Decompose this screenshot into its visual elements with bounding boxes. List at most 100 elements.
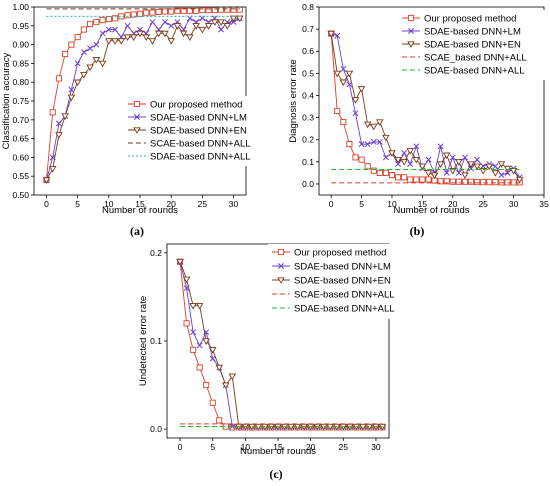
- legend-entry: SCAE_based DNN+ALL: [424, 53, 527, 64]
- data-point: [407, 161, 414, 167]
- data-point: [474, 156, 481, 163]
- y-tick-label: 1.00: [12, 2, 29, 12]
- data-point: [123, 34, 132, 41]
- data-point: [492, 163, 499, 170]
- x-tick-label: 15: [135, 199, 145, 209]
- legend: Our proposed method SDAE-based DNN+LM SDAE…: [124, 96, 252, 166]
- data-point: [74, 34, 81, 41]
- legend-entry: SDAE-based DNN+LM: [424, 27, 521, 38]
- data-point: [161, 8, 168, 15]
- data-point: [358, 141, 365, 148]
- data-point: [49, 109, 56, 116]
- data-point: [334, 107, 341, 115]
- data-point: [351, 97, 360, 104]
- data-point: [480, 163, 487, 170]
- data-point: [230, 7, 237, 13]
- data-point: [455, 159, 463, 166]
- data-point: [443, 169, 450, 176]
- legend: Our proposed method SDAE-based DNN+LM SDAE…: [398, 10, 548, 80]
- data-point: [236, 7, 243, 13]
- y-tick-label: 0.80: [12, 77, 29, 87]
- x-tick-label: 15: [418, 199, 428, 209]
- data-point: [80, 49, 87, 56]
- data-point: [99, 30, 106, 37]
- data-point: [515, 176, 524, 184]
- y-tick-label: 0.75: [12, 96, 29, 106]
- data-point: [474, 179, 481, 186]
- x-tick-label: 15: [273, 442, 283, 452]
- data-point: [425, 176, 432, 183]
- data-point: [196, 342, 203, 349]
- legend-marker: [277, 248, 285, 256]
- data-point: [340, 65, 347, 72]
- x-tick-label: 30: [509, 199, 519, 209]
- data-point: [93, 18, 100, 26]
- legend-marker: [408, 28, 414, 34]
- data-point: [401, 174, 408, 181]
- data-point: [430, 172, 439, 179]
- y-tick-label: 0.90: [12, 40, 29, 50]
- data-point: [358, 156, 365, 163]
- data-point: [224, 7, 231, 13]
- data-point: [124, 22, 131, 29]
- data-point: [455, 178, 462, 185]
- data-point: [80, 72, 88, 79]
- data-point: [382, 169, 389, 176]
- data-point: [48, 166, 57, 173]
- data-point: [363, 121, 372, 129]
- data-point: [449, 178, 456, 185]
- data-point: [136, 10, 144, 17]
- data-point: [218, 26, 225, 33]
- data-point: [208, 347, 217, 354]
- data-point: [345, 70, 354, 78]
- legend-entry: SCAE-based DNN+ALL: [294, 290, 395, 301]
- x-axis-label: Number of rounds: [393, 205, 469, 216]
- data-point: [87, 20, 94, 27]
- x-tick-label: 20: [166, 199, 176, 209]
- data-point: [425, 156, 432, 163]
- data-point: [333, 70, 342, 78]
- data-point: [203, 382, 210, 389]
- data-point: [382, 154, 389, 161]
- data-point: [370, 167, 377, 174]
- legend-entry: SDAE-based DNN+EN: [294, 276, 391, 287]
- data-point: [473, 163, 481, 171]
- data-point: [215, 364, 224, 372]
- y-tick-label: 0.0: [150, 424, 162, 434]
- data-point: [93, 41, 100, 48]
- y-tick-label: 0.5: [302, 68, 314, 78]
- legend-entry: Our proposed method: [150, 100, 242, 111]
- y-tick-label: 0.50: [12, 190, 29, 200]
- data-point: [62, 50, 69, 58]
- data-point: [143, 9, 150, 16]
- data-point: [491, 170, 500, 177]
- data-point: [376, 138, 383, 145]
- data-point: [346, 141, 353, 148]
- x-tick-label: 25: [478, 199, 488, 209]
- data-point: [395, 174, 402, 181]
- x-tick-label: 30: [371, 442, 381, 452]
- data-point: [209, 355, 216, 362]
- legend-entry: SDAE-based DNN+LM: [150, 113, 247, 124]
- y-tick-label: 0.85: [12, 58, 29, 68]
- data-point: [357, 86, 366, 93]
- data-point: [186, 34, 194, 41]
- data-point: [339, 79, 348, 87]
- data-point: [176, 258, 184, 266]
- data-point: [148, 38, 157, 45]
- y-tick-label: 0.70: [12, 115, 29, 125]
- data-point: [149, 19, 156, 25]
- data-point: [173, 23, 182, 30]
- plot-frame: [318, 6, 545, 196]
- data-point: [161, 19, 168, 25]
- chart-panel-2: 0 5 10 15 20 25 30 35 0.0 0.1 0.2 0.3 0.4 0.5 0.6 0.7 0.…: [288, 2, 549, 238]
- data-point: [400, 159, 408, 166]
- data-point: [369, 123, 378, 131]
- data-point: [419, 176, 426, 183]
- data-point: [136, 30, 144, 38]
- y-tick-label: 0.7: [302, 24, 314, 34]
- x-tick-label: 5: [210, 442, 215, 452]
- data-point: [209, 399, 216, 406]
- data-point: [198, 26, 207, 34]
- data-point: [461, 172, 469, 179]
